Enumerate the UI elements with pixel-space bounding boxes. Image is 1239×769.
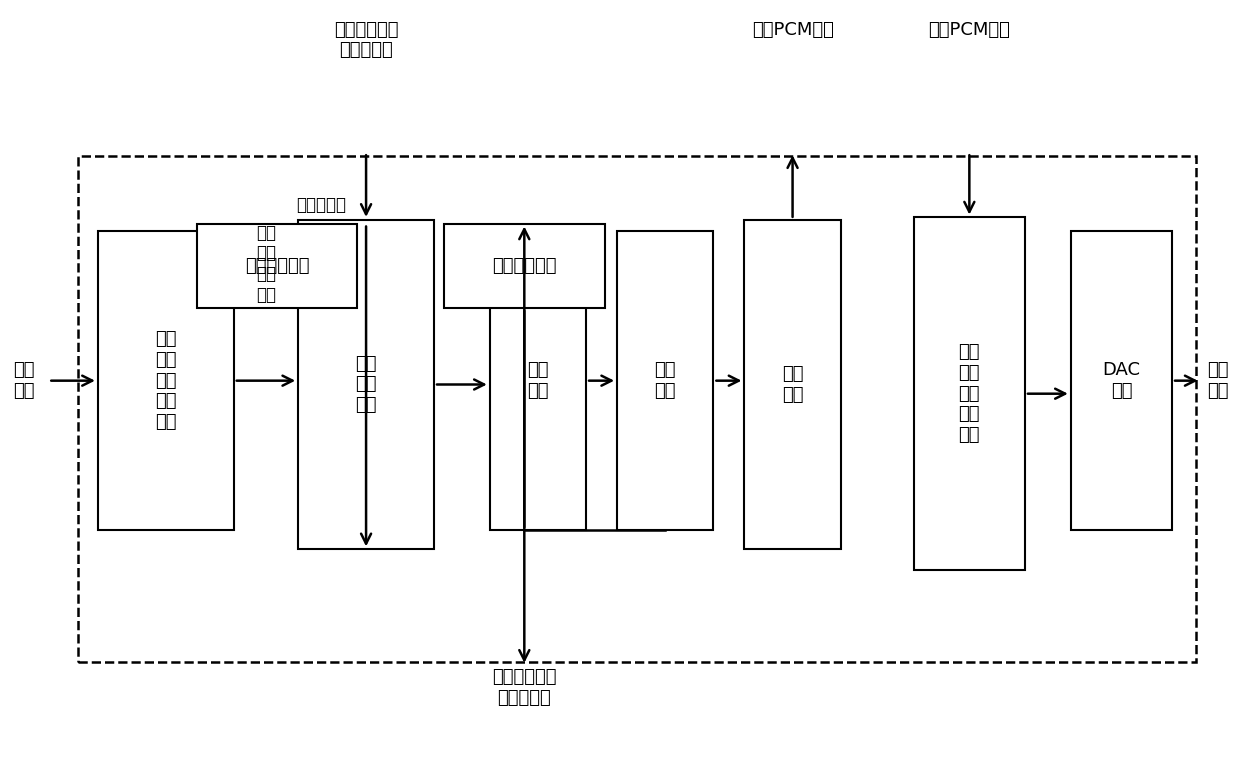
Bar xyxy=(489,231,586,530)
Text: 下行
遥测: 下行 遥测 xyxy=(1207,361,1229,400)
Text: 上行
中频
采样
数据: 上行 中频 采样 数据 xyxy=(256,224,276,304)
Text: DAC
驱动: DAC 驱动 xyxy=(1103,361,1140,400)
Text: 数据
缓存
模块: 数据 缓存 模块 xyxy=(356,355,377,414)
Text: 捕获
模块: 捕获 模块 xyxy=(527,361,549,400)
Bar xyxy=(913,218,1025,570)
Text: 遥测采集模块: 遥测采集模块 xyxy=(492,257,556,275)
Text: 扩频处理模块
自测试结果: 扩频处理模块 自测试结果 xyxy=(492,668,556,707)
Bar xyxy=(299,220,434,549)
Text: 下变
频和
中频
采样
模块: 下变 频和 中频 采样 模块 xyxy=(155,330,176,431)
Text: 上行
遥控: 上行 遥控 xyxy=(12,361,35,400)
Bar xyxy=(1070,231,1172,530)
Text: 自测试信号源: 自测试信号源 xyxy=(245,257,310,275)
Text: 跟踪
模块: 跟踪 模块 xyxy=(654,361,676,400)
Bar xyxy=(78,156,1196,662)
Text: 扩频处理模块
自测试信号: 扩频处理模块 自测试信号 xyxy=(333,21,398,59)
Text: 解调
模块: 解调 模块 xyxy=(782,365,803,404)
Bar xyxy=(444,224,605,308)
Bar xyxy=(745,220,841,549)
Text: 遥测PCM数据: 遥测PCM数据 xyxy=(928,21,1010,38)
Text: 自测试数据: 自测试数据 xyxy=(296,196,347,215)
Text: 遥控PCM数据: 遥控PCM数据 xyxy=(752,21,834,38)
Text: 下行
信号
调制
产生
模块: 下行 信号 调制 产生 模块 xyxy=(959,343,980,444)
Bar xyxy=(617,231,714,530)
Bar xyxy=(98,231,234,530)
Bar xyxy=(197,224,357,308)
